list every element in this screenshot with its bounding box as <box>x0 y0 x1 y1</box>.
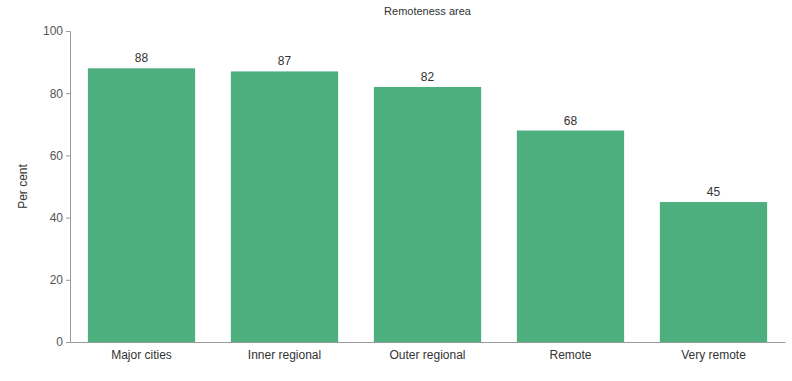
y-tick-label: 80 <box>50 87 64 101</box>
bar <box>660 202 767 342</box>
y-tick: 0 <box>56 335 70 349</box>
x-tick: Major cities <box>111 342 172 362</box>
chart: Remoteness area Per cent 0 20 40 60 80 100 Major… <box>0 0 792 381</box>
y-tick: 60 <box>50 149 70 163</box>
y-tick: 20 <box>50 273 70 287</box>
x-tick-label: Very remote <box>681 348 746 362</box>
x-tick-label: Major cities <box>111 348 172 362</box>
y-tick-label: 0 <box>56 335 63 349</box>
y-tick-mark <box>66 31 70 32</box>
y-axis: 0 20 40 60 80 100 <box>43 24 71 349</box>
y-tick-label: 40 <box>50 211 64 225</box>
x-tick: Remote <box>549 342 591 362</box>
y-tick: 80 <box>50 87 70 101</box>
y-tick-label: 100 <box>43 24 63 38</box>
data-label: 45 <box>707 185 721 199</box>
y-axis-line <box>66 32 71 343</box>
data-labels: 88 87 82 68 45 <box>135 51 721 199</box>
y-tick-mark <box>66 218 70 219</box>
y-tick: 40 <box>50 211 70 225</box>
x-tick: Very remote <box>681 342 746 362</box>
x-tick-label: Outer regional <box>389 348 465 362</box>
x-tick-label: Inner regional <box>248 348 321 362</box>
data-label: 88 <box>135 51 149 65</box>
y-tick-label: 20 <box>50 273 64 287</box>
y-tick-mark <box>66 93 70 94</box>
x-tick: Inner regional <box>248 342 321 362</box>
x-axis-line <box>71 342 786 343</box>
data-label: 68 <box>564 114 578 128</box>
data-label: 82 <box>421 70 435 84</box>
y-tick-label: 60 <box>50 149 64 163</box>
y-tick-mark <box>66 280 70 281</box>
y-tick-mark <box>66 342 70 343</box>
bar <box>374 87 481 342</box>
y-tick: 100 <box>43 24 70 38</box>
data-label: 87 <box>278 54 292 68</box>
x-tick-label: Remote <box>549 348 591 362</box>
x-tick: Outer regional <box>389 342 465 362</box>
bars <box>88 68 767 342</box>
bar <box>517 131 624 342</box>
x-axis: Major cities Inner regional Outer regional… <box>71 342 786 362</box>
y-axis-title: Per cent <box>16 163 30 208</box>
bar <box>231 71 338 342</box>
title: Remoteness area <box>384 5 472 17</box>
y-tick-mark <box>66 155 70 156</box>
bar <box>88 68 195 342</box>
